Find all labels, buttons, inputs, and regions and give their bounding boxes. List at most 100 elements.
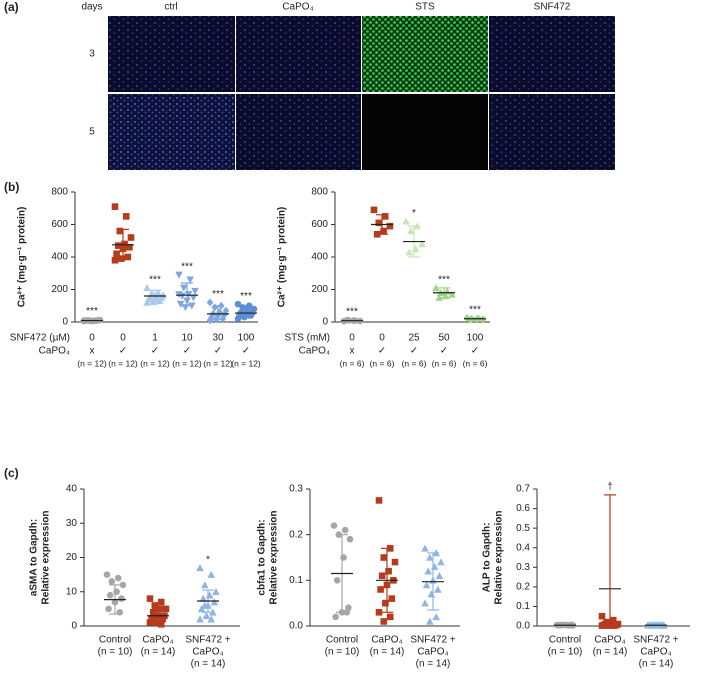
row-header: 3 <box>89 49 95 60</box>
point <box>380 618 388 625</box>
x-tick-label: (n = 10) <box>98 647 133 658</box>
x-tick-label: 10 <box>181 333 193 344</box>
point <box>126 243 133 251</box>
x-tick-label: ✓ <box>410 346 418 357</box>
x-tick-label: x <box>350 346 355 357</box>
significance: * <box>412 208 416 219</box>
y-axis-label: Relative expression <box>269 511 280 605</box>
point <box>426 553 434 561</box>
point <box>143 284 151 292</box>
point <box>426 617 434 625</box>
point <box>122 213 130 220</box>
point <box>162 605 170 613</box>
point <box>386 613 394 621</box>
x-tick-label: ✓ <box>183 346 191 357</box>
y-tick-label: 0 <box>62 317 68 328</box>
grid-corner: days <box>81 2 102 13</box>
point <box>180 284 188 292</box>
y-tick-label: 20 <box>66 552 78 563</box>
point <box>341 526 349 534</box>
significance: *** <box>346 306 358 317</box>
x-tick-label: 1 <box>152 333 158 344</box>
y-tick-label: 30 <box>66 518 78 529</box>
y-tick-label: 0.2 <box>289 529 303 540</box>
point <box>434 585 442 593</box>
y-tick-label: 0.5 <box>516 523 530 534</box>
x-tick-label: SNF472 + <box>410 635 455 646</box>
point <box>151 614 159 621</box>
n-label: (n = 12) <box>231 358 261 368</box>
y-axis-label: Ca²⁺ (mg·g⁻¹ protein) <box>17 207 28 308</box>
point <box>202 611 211 620</box>
significance: † <box>607 482 613 493</box>
n-label: (n = 12) <box>172 358 202 368</box>
point <box>346 535 354 543</box>
n-label: (n = 6) <box>463 358 488 368</box>
y-axis-label: Ca²⁺ (mg·g⁻¹ protein) <box>277 207 288 308</box>
point <box>378 572 386 580</box>
row-label: SNF472 (μM) <box>10 333 70 344</box>
point <box>206 298 214 307</box>
row-label: CaPO₄ <box>299 346 330 357</box>
point <box>113 588 120 596</box>
y-tick-label: 0 <box>71 621 77 632</box>
y-axis-label: cbfa1 to Gapdh: <box>257 519 268 595</box>
x-tick-label: ✓ <box>214 346 222 357</box>
y-tick-label: 10 <box>66 586 78 597</box>
point <box>211 303 219 312</box>
point <box>241 313 248 321</box>
y-tick-label: 400 <box>311 252 328 263</box>
point <box>380 554 388 561</box>
y-tick-label: 0.1 <box>289 575 303 586</box>
point <box>407 227 415 235</box>
point <box>375 219 383 227</box>
n-label: (n = 12) <box>140 358 170 368</box>
n-label: (n = 6) <box>432 358 457 368</box>
point <box>149 609 157 616</box>
point <box>176 300 185 308</box>
point <box>422 581 431 589</box>
point <box>151 602 159 609</box>
point <box>330 522 338 529</box>
micrograph <box>108 16 235 92</box>
x-tick-label: 0 <box>379 333 385 344</box>
n-label: (n = 12) <box>108 358 138 368</box>
point <box>212 587 220 596</box>
y-axis-label: aSMA to Gapdh: <box>29 519 40 596</box>
micrograph <box>489 94 615 170</box>
significance: *** <box>240 291 252 302</box>
point <box>181 304 190 312</box>
row-header: 5 <box>89 127 95 138</box>
point <box>114 242 122 249</box>
x-tick-label: (n = 14) <box>370 647 405 658</box>
micrograph <box>236 16 361 92</box>
micrograph <box>362 16 488 92</box>
point <box>391 558 399 566</box>
row-label: CaPO₄ <box>39 346 70 357</box>
n-label: (n = 6) <box>370 358 395 368</box>
point <box>448 290 456 298</box>
x-tick-label: x <box>90 346 95 357</box>
significance: * <box>206 554 210 565</box>
panel-label: (c) <box>4 466 19 480</box>
point <box>424 567 432 575</box>
point <box>598 612 606 620</box>
n-label: (n = 6) <box>340 358 365 368</box>
point <box>207 615 215 623</box>
x-tick-label: ✓ <box>242 346 250 357</box>
y-tick-label: 0.2 <box>516 581 530 592</box>
x-tick-label: 100 <box>238 333 255 344</box>
x-tick-label: 0 <box>89 333 95 344</box>
y-tick-label: 200 <box>311 284 328 295</box>
point <box>385 567 392 575</box>
point <box>143 298 151 306</box>
point <box>219 314 227 323</box>
point <box>430 562 439 570</box>
y-tick-label: 400 <box>51 252 68 263</box>
point <box>380 227 387 235</box>
point <box>106 591 114 599</box>
y-tick-label: 0.3 <box>516 562 530 573</box>
point <box>111 203 119 210</box>
point <box>175 271 183 279</box>
point <box>340 554 347 561</box>
